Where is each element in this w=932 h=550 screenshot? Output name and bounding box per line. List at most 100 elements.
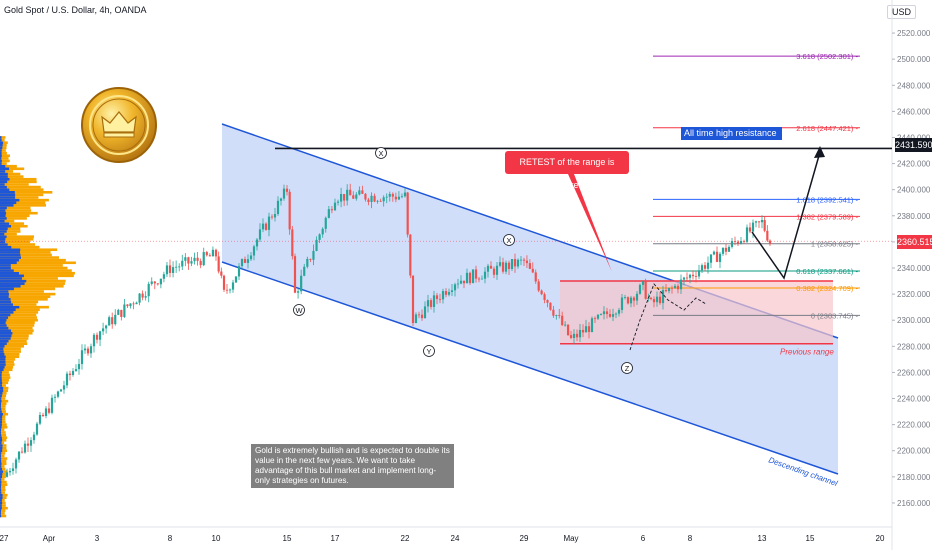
volume-bar-orange [0, 154, 10, 158]
volume-bar-blue [0, 185, 7, 189]
candle-body [159, 278, 162, 285]
volume-bar-orange [0, 266, 68, 270]
candle-body [291, 229, 294, 257]
candle-body [77, 364, 81, 370]
volume-bar-orange [0, 287, 56, 291]
candle-body [700, 265, 704, 271]
volume-bar-blue [0, 159, 2, 163]
y-tick-label: 2340.000 [897, 264, 931, 273]
volume-bar-orange [0, 204, 47, 207]
candle-body [270, 216, 274, 218]
candle-body [525, 260, 529, 264]
candle-body [474, 269, 478, 279]
volume-bar-orange [0, 146, 7, 150]
candle-body [766, 230, 769, 241]
volume-bar-orange [0, 206, 31, 210]
volume-bar-orange [0, 193, 44, 197]
volume-bar-orange [0, 256, 59, 259]
candle-body [447, 291, 451, 295]
candle-body [330, 209, 334, 211]
volume-bar-blue [0, 324, 7, 327]
candle-body [703, 265, 707, 269]
volume-bar-orange [0, 465, 5, 468]
volume-bar-orange [0, 365, 14, 369]
volume-bar-blue [0, 261, 17, 265]
volume-bar-blue [0, 167, 10, 171]
volume-bar-orange [0, 227, 21, 231]
candle-body [635, 293, 639, 301]
candle-body [599, 314, 603, 315]
wave-label-text: Y [426, 347, 431, 356]
volume-bar-blue [0, 512, 1, 515]
volume-bar-blue [0, 514, 2, 518]
volume-bar-orange [0, 258, 66, 262]
y-tick-label: 2280.000 [897, 342, 931, 351]
volume-bar-blue [0, 358, 6, 361]
candle-body [498, 262, 502, 266]
volume-bar-blue [0, 402, 2, 406]
candle-body [507, 262, 511, 269]
candle-body [132, 303, 135, 305]
y-tick-label: 2180.000 [897, 473, 931, 482]
volume-bar-orange [0, 431, 6, 434]
x-tick-label: 24 [451, 534, 460, 543]
volume-bar-orange [0, 230, 21, 233]
candle-body [420, 314, 424, 319]
volume-bar-blue [0, 394, 2, 398]
wave-label-text: W [295, 306, 303, 315]
volume-bar-orange [0, 295, 51, 299]
volume-bar-orange [0, 334, 29, 338]
candle-body [721, 247, 725, 254]
candle-body [312, 250, 315, 260]
volume-bar-orange [0, 457, 8, 460]
candle-body [697, 270, 701, 277]
volume-bar-blue [0, 172, 8, 176]
volume-bar-orange [0, 183, 29, 186]
volume-bar-orange [0, 402, 7, 406]
volume-bar-blue [0, 386, 4, 390]
volume-bar-blue [0, 373, 2, 377]
candle-body [193, 257, 196, 262]
candle-body [327, 209, 330, 218]
candle-body [480, 278, 484, 280]
candle-body [315, 239, 318, 251]
volume-bar-orange [0, 157, 9, 160]
volume-bar-blue [0, 305, 20, 309]
volume-bar-orange [0, 420, 6, 424]
candle-body [400, 196, 404, 198]
candle-body [682, 277, 686, 280]
candle-body [162, 274, 166, 279]
candle-body [300, 275, 303, 292]
y-tick-label: 2500.000 [897, 55, 931, 64]
candle-body [748, 227, 752, 232]
candle-body [715, 251, 719, 262]
volume-bar-orange [0, 462, 7, 466]
candle-body [441, 291, 445, 300]
volume-bar-blue [0, 350, 4, 353]
volume-bar-orange [0, 190, 53, 194]
candle-body [364, 193, 367, 200]
volume-bar-orange [0, 209, 32, 212]
currency-selector[interactable]: USD [886, 5, 916, 19]
x-tick-label: 17 [331, 534, 340, 543]
candle-body [516, 259, 520, 267]
volume-bar-blue [0, 154, 2, 158]
candle-body [566, 324, 570, 336]
volume-bar-blue [0, 462, 2, 466]
candle-body [35, 423, 39, 435]
candle-body [676, 285, 680, 290]
volume-bar-orange [0, 376, 11, 379]
candle-body [276, 200, 280, 215]
volume-bar-orange [0, 269, 72, 272]
candle-body [108, 317, 111, 326]
candle-body [38, 414, 42, 424]
volume-bar-orange [0, 506, 8, 510]
volume-bar-orange [0, 428, 5, 432]
volume-bar-blue [0, 235, 7, 238]
wave-label-text: X [378, 149, 383, 158]
volume-bar-orange [0, 284, 64, 288]
volume-bar-blue [0, 339, 9, 343]
volume-bar-orange [0, 188, 44, 191]
y-tick-label: 2520.000 [897, 29, 931, 38]
